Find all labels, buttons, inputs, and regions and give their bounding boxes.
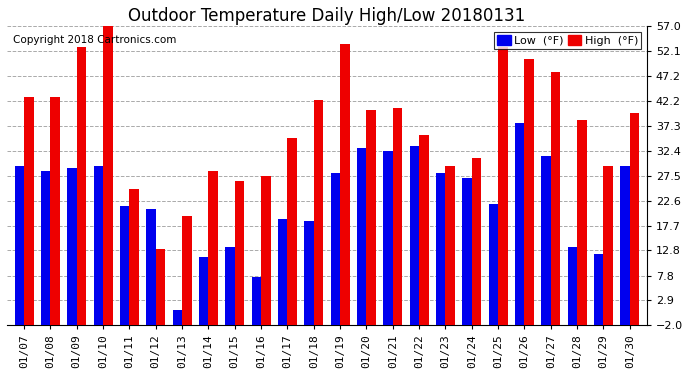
Bar	[156, 249, 165, 325]
Bar	[208, 171, 218, 325]
Bar	[410, 146, 419, 325]
Bar	[366, 110, 376, 325]
Bar	[498, 47, 508, 325]
Bar	[331, 173, 340, 325]
Bar	[357, 148, 366, 325]
Bar	[620, 166, 630, 325]
Bar	[383, 151, 393, 325]
Bar	[199, 257, 208, 325]
Bar	[252, 277, 261, 325]
Bar	[130, 189, 139, 325]
Bar	[446, 166, 455, 325]
Bar	[568, 247, 577, 325]
Bar	[77, 47, 86, 325]
Bar	[172, 310, 182, 325]
Bar	[41, 171, 50, 325]
Bar	[419, 135, 428, 325]
Bar	[50, 98, 60, 325]
Bar	[304, 222, 314, 325]
Bar	[524, 59, 534, 325]
Bar	[393, 108, 402, 325]
Bar	[551, 72, 560, 325]
Bar	[604, 166, 613, 325]
Bar	[94, 166, 103, 325]
Title: Outdoor Temperature Daily High/Low 20180131: Outdoor Temperature Daily High/Low 20180…	[128, 7, 526, 25]
Bar	[515, 123, 524, 325]
Bar	[340, 44, 350, 325]
Legend: Low  (°F), High  (°F): Low (°F), High (°F)	[494, 32, 641, 49]
Bar	[462, 178, 472, 325]
Bar	[24, 98, 34, 325]
Bar	[472, 158, 481, 325]
Bar	[103, 24, 112, 325]
Bar	[120, 206, 130, 325]
Bar	[235, 181, 244, 325]
Bar	[288, 138, 297, 325]
Bar	[314, 100, 323, 325]
Bar	[67, 168, 77, 325]
Bar	[577, 120, 586, 325]
Bar	[182, 216, 192, 325]
Bar	[14, 166, 24, 325]
Bar	[436, 173, 446, 325]
Bar	[278, 219, 288, 325]
Bar	[489, 204, 498, 325]
Bar	[541, 156, 551, 325]
Text: Copyright 2018 Cartronics.com: Copyright 2018 Cartronics.com	[13, 36, 177, 45]
Bar	[261, 176, 270, 325]
Bar	[594, 254, 604, 325]
Bar	[225, 247, 235, 325]
Bar	[630, 112, 639, 325]
Bar	[146, 209, 156, 325]
